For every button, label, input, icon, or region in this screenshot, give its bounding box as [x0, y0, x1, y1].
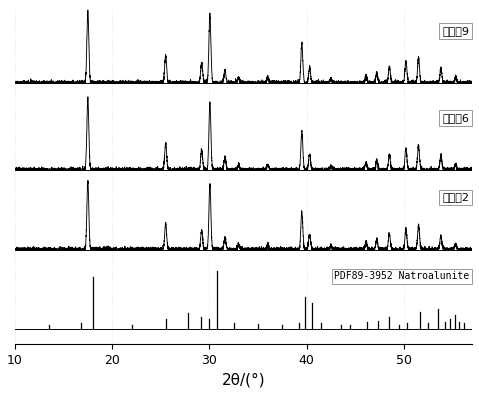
Text: PDF89-3952 Natroalunite: PDF89-3952 Natroalunite [334, 271, 469, 281]
Text: 实施例9: 实施例9 [442, 26, 469, 36]
Text: 实施例6: 实施例6 [442, 113, 469, 123]
Text: 实施例2: 实施例2 [442, 192, 469, 203]
X-axis label: 2θ/(°): 2θ/(°) [222, 372, 265, 387]
